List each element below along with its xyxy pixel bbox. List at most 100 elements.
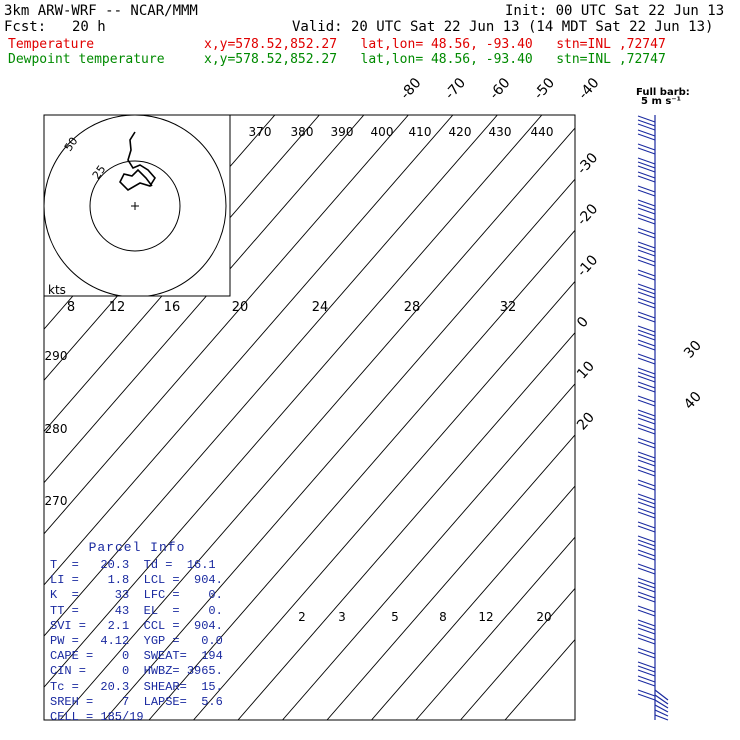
wind-barb [637,543,656,551]
isotherm-label: 20 [574,409,598,433]
wind-barb [637,539,656,547]
wind-barb [637,585,656,593]
isotherm-label: 30 [681,338,705,362]
parcel-row: SREH = 7 LAPSE= 5.6 [50,694,223,709]
init-time: Init: 00 UTC Sat 22 Jun 13 [505,3,725,19]
wind-barb [637,441,656,449]
wind-barb [637,675,656,683]
wind-barb [637,119,656,127]
wind-barb [637,577,656,585]
wind-barb [637,609,656,617]
wind-barb [637,273,656,281]
wind-barb [637,535,656,543]
hodograph-ring-outer [44,115,227,296]
theta-label: 400 [371,125,394,139]
temperature-legend: Temperature [8,37,95,52]
parcel-info-panel: Parcel Info T = 20.3 Td = 16.1 LI = 1.8 L… [44,538,230,728]
wind-barb [637,385,656,393]
isotherm-line [460,587,575,720]
wind-barb [637,395,656,403]
isotherm-label: 0 [574,314,592,331]
theta-side-label: 290 [45,349,68,363]
wind-barb [637,217,656,225]
parcel-row: LI = 1.8 LCL = 904. [50,573,223,588]
wind-barb [637,651,656,659]
isotherm-line [44,115,543,688]
isotherm-line [59,127,575,720]
theta-label: 440 [531,125,554,139]
wind-barb [637,339,656,347]
theta-label: 430 [489,125,512,139]
mixing-ratio-label: 20 [536,610,551,624]
wind-barb [637,381,656,389]
wind-barb [637,311,656,319]
isotherm-line [326,434,575,720]
wind-barb [637,123,656,131]
wind-barb [637,287,656,295]
wind-barb [637,483,656,491]
parcel-row: PW = 4.12 YGP = 0.0 [50,634,223,649]
wind-barb [637,161,656,169]
wind-barb [637,375,656,383]
mixing-ratio-label: 8 [439,610,447,624]
wind-speed-tick: 16 [164,300,181,315]
plot-frame [43,114,576,721]
wind-barb [637,255,656,263]
parcel-row: K = 33 LFC = 0. [50,588,223,603]
parcel-row: CELL = 185/19 [50,710,144,725]
dewpoint-legend: Dewpoint temperature [8,52,165,67]
wind-barb [637,147,656,155]
wind-barb [637,501,656,509]
wind-barb [637,315,656,323]
wind-barb [637,207,656,215]
isotherm-line [44,115,498,637]
wind-barb [637,325,656,333]
wind-barb-low [654,709,669,717]
isotherm-line [44,115,365,484]
wind-barb [637,297,656,305]
isotherm-line [44,115,409,535]
wind-barb [637,185,656,193]
wind-speed-tick: 32 [500,300,517,315]
hodograph-ring-inner [89,160,181,252]
wind-barb [637,171,656,179]
barb-legend: Full barb: [636,87,690,98]
mixing-ratio-label: 3 [338,610,346,624]
wind-barb [637,353,656,361]
wind-barb [637,129,656,137]
wind-barb [637,157,656,165]
wind-barb [637,465,656,473]
wind-barb [637,115,656,123]
wind-barb [637,493,656,501]
wind-barb [637,301,656,309]
parcel-row: T = 20.3 Td = 16.1 [50,558,216,572]
isotherm-label: 10 [574,358,598,382]
wind-barb [637,241,656,249]
wind-barb [637,427,656,435]
wind-barb-low [654,689,669,701]
wind-barb [637,143,656,151]
wind-barb [637,343,656,351]
isotherm-label: -40 [575,75,602,103]
wind-speed-tick: 8 [67,300,75,315]
wind-barb [637,633,656,641]
theta-label: 370 [249,125,272,139]
wind-barb [637,469,656,477]
model-title: 3km ARW-WRF -- NCAR/MMM [4,3,198,19]
temperature-location: x,y=578.52,852.27 lat,lon= 48.56, -93.40… [204,37,666,52]
wind-speed-unit: kts [48,283,66,297]
isotherm-label: -60 [486,75,513,103]
wind-barb-low [654,704,669,713]
parcel-row: CIN = 0 HWBZ= 3965. [50,664,223,679]
isotherm-line [44,115,320,433]
wind-barb [637,165,656,173]
wind-barb [637,329,656,337]
mixing-ratio-label: 5 [391,610,399,624]
isotherm-label: 40 [681,389,705,413]
isotherm-line [148,229,575,720]
wind-barb [637,269,656,277]
wind-barb [637,497,656,505]
wind-barb [637,399,656,407]
wind-barb-low [654,714,669,721]
parcel-row: SVI = 2.1 CCL = 904. [50,618,223,633]
